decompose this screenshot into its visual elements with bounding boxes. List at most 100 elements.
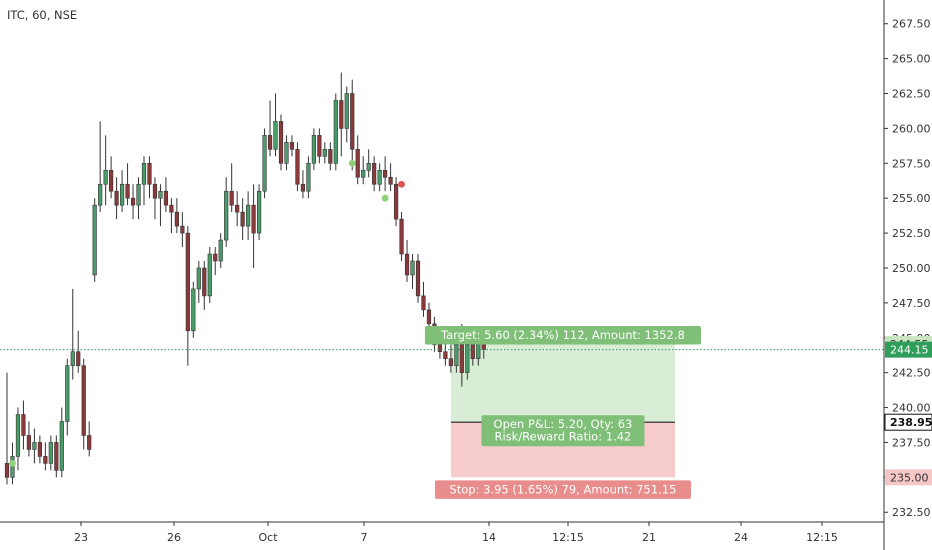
candle-body-up [311, 135, 316, 164]
candle-body-down [317, 135, 322, 157]
candle-body-down [470, 344, 475, 360]
candle [361, 156, 366, 185]
candle-body-up [361, 169, 366, 178]
candle [87, 421, 92, 457]
candle-body-up [70, 351, 75, 366]
candle [388, 163, 393, 192]
stop-price-badge-bg [885, 469, 932, 486]
candle [262, 128, 267, 199]
candle-body-down [76, 351, 81, 366]
time-tick-label: 26 [167, 531, 181, 544]
candle-body-up [333, 100, 338, 164]
candle-body-down [4, 463, 10, 478]
candle-body-down [240, 211, 245, 227]
candle-body-up [284, 142, 289, 164]
candle [218, 233, 223, 268]
candle [76, 330, 81, 373]
candle [191, 281, 196, 338]
candle [415, 254, 421, 303]
candle-body-up [306, 162, 311, 192]
candle-body-up [32, 442, 37, 450]
candle-body-down [278, 121, 284, 164]
candle [273, 93, 278, 157]
candle-body-down [169, 204, 174, 213]
candle [163, 177, 169, 213]
candle-body-down [147, 162, 152, 185]
candle [267, 100, 273, 157]
candle [235, 191, 240, 227]
price-tick-label: 265.00 [892, 53, 931, 66]
candle-body-up [141, 162, 147, 185]
candle-body-up [465, 344, 470, 373]
candle [311, 128, 316, 171]
target-label: Target: 5.60 (2.34%) 112, Amount: 1352.8 [424, 326, 701, 345]
candle-body-up [92, 204, 97, 276]
candle-body-up [246, 204, 251, 227]
candle-body-down [388, 176, 393, 185]
candle [240, 198, 245, 241]
target-zone[interactable] [450, 344, 675, 423]
candle [65, 358, 70, 436]
candle [98, 121, 103, 213]
price-axis[interactable]: 232.50235.00237.50240.00242.50245.00247.… [883, 0, 932, 550]
candle-body-up [366, 162, 371, 171]
candle-body-up [158, 190, 163, 199]
candle-body-down [372, 162, 377, 185]
entry-price-badge-text: 238.95 [890, 416, 932, 429]
candle-body-down [350, 93, 355, 150]
candle-body-up [191, 288, 196, 332]
candle [114, 177, 119, 220]
candle-body-up [262, 135, 267, 192]
candle-body-up [377, 169, 382, 185]
candle-body-down [81, 365, 86, 436]
candle-body-down [87, 435, 92, 450]
candle-body-down [328, 149, 333, 164]
candle [136, 177, 141, 220]
green-signal-marker [348, 159, 356, 167]
green-signal-marker [381, 194, 389, 202]
candle-body-down [437, 344, 443, 353]
candle-body-up [410, 260, 415, 276]
position-labels: Target: 5.60 (2.34%) 112, Amount: 1352.8… [424, 326, 701, 499]
candle [81, 358, 86, 450]
candle [147, 156, 152, 199]
candle-body-down [289, 142, 295, 150]
pnl-label-text: Open P&L: 5.20, Qty: 63 [494, 417, 633, 431]
price-tick-label: 255.00 [892, 192, 931, 205]
time-axis[interactable]: 23 26 Oct 7 14 12:15 21 24 12:15 [0, 521, 884, 544]
candle [21, 400, 26, 450]
candle-body-down [443, 351, 448, 360]
candle [224, 177, 229, 248]
candle-body-down [404, 253, 410, 276]
entry-price-badge-bg [884, 413, 932, 431]
time-tick-label: 14 [482, 531, 496, 544]
candle [37, 435, 42, 464]
current-price-badge-bg [885, 341, 932, 358]
candle-body-up [15, 414, 21, 457]
price-tick-label: 260.00 [892, 122, 931, 135]
candle-body-up [207, 253, 212, 297]
candle [174, 198, 179, 234]
price-tick-label: 250.00 [892, 262, 931, 275]
candle-body-down [180, 225, 185, 234]
position-tool[interactable] [450, 344, 675, 478]
candle [306, 156, 311, 199]
time-tick-label: 12:15 [552, 531, 584, 544]
current-price-badge-text: 244.15 [890, 344, 929, 357]
candle [295, 142, 300, 192]
candle [448, 344, 453, 373]
candle-body-up [322, 149, 327, 157]
pnl-label-bg [481, 415, 645, 447]
candle [130, 184, 136, 220]
candle-body-down [130, 197, 136, 206]
candle-body-up [218, 239, 223, 262]
candle [383, 156, 388, 192]
candle-body-down [37, 442, 42, 457]
candle [207, 247, 212, 303]
stop-label-bg [434, 480, 691, 499]
current-price-badge: 244.15 [885, 341, 932, 358]
candle [196, 261, 201, 303]
